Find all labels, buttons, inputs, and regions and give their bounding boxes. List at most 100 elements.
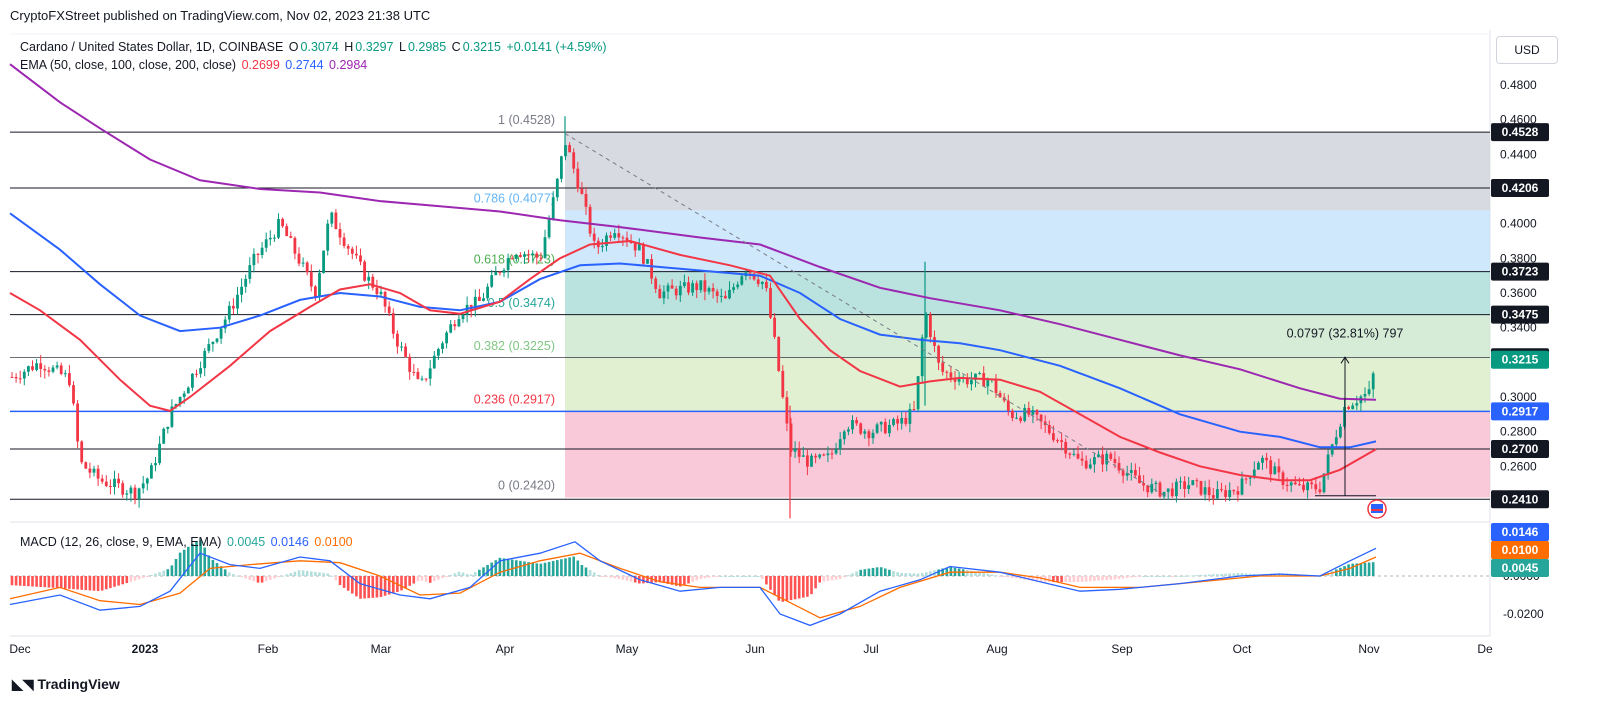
currency-button[interactable]: USD — [1496, 36, 1558, 64]
candle-58 — [248, 257, 252, 284]
macd-bar-136 — [568, 557, 571, 576]
macd-bar-234 — [970, 570, 973, 576]
macd-bar-233 — [966, 570, 969, 576]
macd-line — [9, 541, 1377, 627]
macd-bar-96 — [404, 576, 407, 589]
macd-bar-188 — [781, 576, 785, 602]
macd-bar-205 — [851, 573, 854, 576]
candle-233 — [965, 373, 969, 388]
macd-bar-325 — [1343, 566, 1346, 576]
candle-56 — [240, 278, 243, 303]
candle-186 — [773, 313, 776, 340]
ema200-value: 0.2984 — [329, 58, 368, 72]
macd-bar-290 — [1199, 574, 1203, 576]
macd-bar-104 — [437, 576, 440, 580]
macd-bar-180 — [748, 576, 752, 577]
macd-bar-174 — [724, 576, 727, 577]
macd-bar-284 — [1175, 576, 1178, 577]
candle-211 — [875, 422, 879, 435]
candle-290 — [1199, 480, 1203, 496]
candle-286 — [1183, 476, 1186, 498]
candle-201 — [834, 442, 838, 455]
macd-bar-140 — [584, 567, 588, 576]
candle-26 — [117, 473, 120, 489]
candle-37 — [162, 427, 166, 444]
macd-bar-135 — [564, 558, 567, 576]
macd-bar-219 — [908, 573, 912, 576]
candle-70 — [297, 247, 301, 267]
macd-bar-143 — [597, 574, 600, 576]
macd-bar-274 — [1134, 576, 1137, 577]
candle-209 — [867, 429, 871, 447]
tv-logo-icon: ◣◥ — [12, 676, 34, 692]
candle-136 — [568, 142, 571, 153]
candle-324 — [1339, 423, 1342, 439]
candle-160 — [666, 282, 670, 300]
candle-200 — [830, 448, 834, 460]
y-tick-7: 0.3400 — [1500, 321, 1537, 335]
candle-301 — [1244, 477, 1248, 484]
candle-293 — [1211, 488, 1215, 505]
fib-label-5: 0.236 (0.2917) — [474, 392, 555, 406]
candle-119 — [498, 271, 502, 276]
candle-113 — [473, 289, 477, 317]
macd-bar-166 — [691, 576, 694, 582]
candle-307 — [1269, 456, 1273, 483]
macd-bar-198 — [822, 576, 826, 582]
macd-bar-120 — [502, 558, 506, 576]
candle-96 — [404, 343, 407, 358]
ema200-line — [9, 63, 1377, 401]
candle-129 — [539, 252, 543, 262]
candle-120 — [502, 267, 506, 278]
macd-bar-97 — [408, 576, 411, 586]
candle-282 — [1166, 488, 1170, 500]
candle-270 — [1117, 456, 1121, 474]
macd-bar-269 — [1113, 576, 1117, 580]
macd-bar-237 — [982, 573, 985, 576]
candle-161 — [670, 279, 674, 289]
candle-81 — [342, 232, 346, 249]
candle-235 — [974, 373, 977, 388]
macd-bar-300 — [1240, 573, 1244, 576]
macd-bar-53 — [228, 572, 231, 576]
candle-67 — [285, 223, 289, 237]
candle-84 — [355, 245, 358, 259]
candle-263 — [1088, 458, 1092, 470]
macd-bar-109 — [457, 571, 461, 576]
macd-bar-213 — [884, 568, 887, 576]
macd-bar-36 — [158, 572, 161, 576]
macd-bar-2 — [18, 576, 22, 586]
macd-bar-86 — [363, 576, 366, 599]
price-level-text-6: 0.2410 — [1502, 492, 1539, 506]
macd-bar-279 — [1154, 576, 1158, 577]
candle-106 — [445, 330, 448, 349]
candle-276 — [1142, 475, 1145, 492]
close-label: C — [451, 40, 461, 54]
candle-166 — [691, 280, 694, 296]
macd-bar-331 — [1367, 562, 1371, 576]
macd-bar-288 — [1191, 575, 1195, 577]
price-level-label-5: 0.2700 — [1491, 440, 1549, 458]
x-tick-7: Jul — [863, 642, 878, 656]
candle-101 — [424, 378, 428, 382]
macd-bar-272 — [1125, 576, 1129, 578]
candle-162 — [674, 285, 678, 300]
candle-170 — [707, 286, 711, 295]
macd-bar-270 — [1117, 576, 1121, 580]
candle-60 — [256, 253, 260, 264]
price-level-text-5: 0.2700 — [1502, 442, 1539, 456]
macd-bar-177 — [736, 576, 739, 577]
candle-98 — [412, 363, 416, 376]
trendline-dashed — [564, 133, 1166, 497]
macd-bar-329 — [1359, 563, 1363, 576]
macd-axis-label-2: 0.0045 — [1491, 559, 1549, 577]
macd-bar-103 — [433, 576, 436, 582]
candle-16 — [76, 399, 79, 449]
macd-bar-99 — [416, 576, 420, 582]
candle-51 — [219, 328, 223, 344]
macd-bar-221 — [916, 573, 920, 576]
macd-bar-276 — [1142, 576, 1145, 577]
macd-bar-176 — [732, 576, 735, 577]
candle-327 — [1351, 402, 1355, 410]
